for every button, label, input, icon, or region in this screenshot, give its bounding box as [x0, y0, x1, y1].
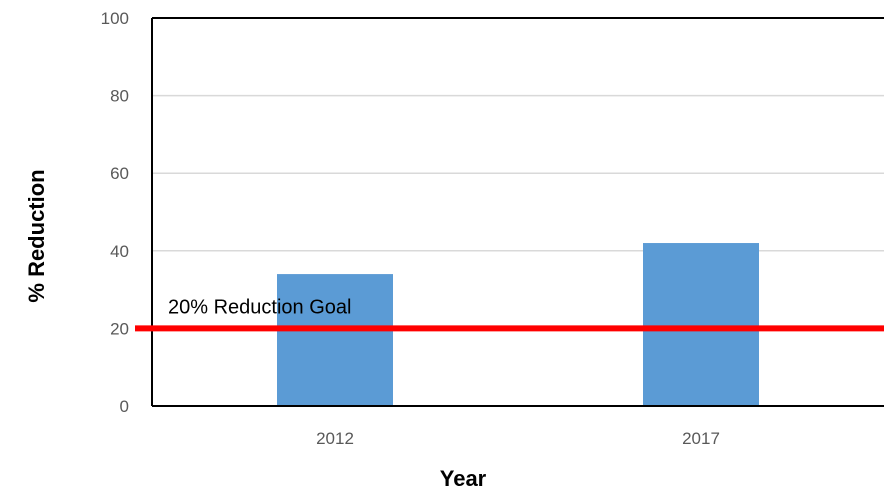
goal-line-label: 20% Reduction Goal — [168, 296, 351, 318]
x-tick-label: 2012 — [316, 429, 354, 448]
y-tick-label: 100 — [101, 9, 129, 28]
bar-2017 — [643, 243, 759, 406]
y-tick-label: 40 — [110, 242, 129, 261]
x-tick-labels: 2012 2017 — [316, 429, 720, 448]
y-tick-label: 0 — [120, 397, 129, 416]
y-tick-label: 20 — [110, 319, 129, 338]
x-axis-title: Year — [440, 466, 487, 491]
goal-line-group: 20% Reduction Goal — [135, 296, 884, 332]
y-axis-title: % Reduction — [24, 169, 49, 302]
bar-2012 — [277, 274, 393, 406]
y-tick-label: 60 — [110, 164, 129, 183]
y-tick-labels: 0 20 40 60 80 100 — [101, 9, 129, 416]
y-tick-label: 80 — [110, 87, 129, 106]
gridlines — [152, 94, 884, 330]
x-tick-label: 2017 — [682, 429, 720, 448]
bars — [277, 243, 759, 406]
axes — [151, 17, 884, 407]
